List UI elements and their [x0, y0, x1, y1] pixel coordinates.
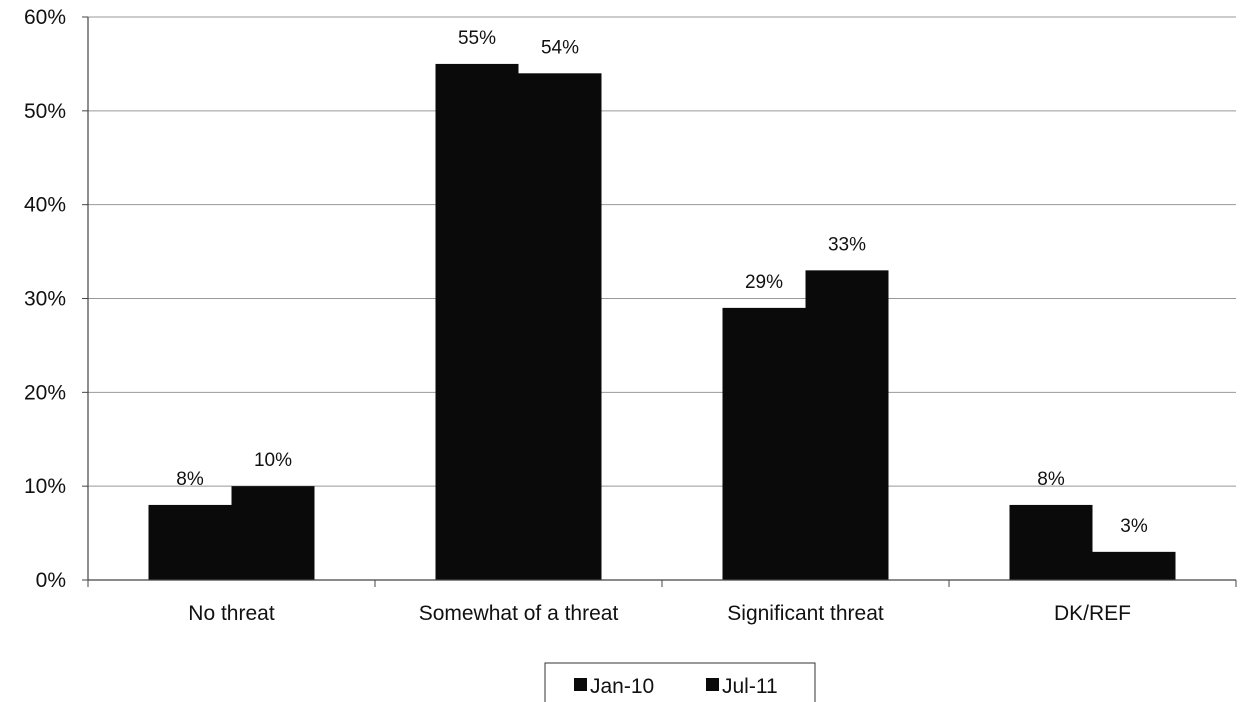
y-tick-label: 60%: [24, 6, 66, 29]
category-label-dk-ref: DK/REF: [1054, 602, 1131, 625]
category-label-no-threat: No threat: [188, 602, 275, 625]
category-label-somewhat-of-a-threat: Somewhat of a threat: [419, 602, 619, 625]
data-labels: 8% 10% 55% 54% 29% 33% 8% 3%: [176, 28, 1148, 537]
data-label-jul-11-dk-ref: 3%: [1120, 516, 1148, 537]
legend: Jan-10 Jul-11: [544, 662, 816, 702]
bar-jan-10-somewhat-of-a-threat: [435, 63, 519, 580]
legend-swatch-jan-10: [574, 678, 587, 691]
bars: [148, 63, 1176, 581]
data-label-jul-11-somewhat-of-a-threat: 54%: [541, 37, 579, 58]
data-label-jan-10-dk-ref: 8%: [1037, 469, 1065, 490]
bar-jul-11-significant-threat: [805, 270, 889, 580]
y-tick-label: 50%: [24, 100, 66, 123]
y-tick-labels: 0% 10% 20% 30% 40% 50% 60%: [24, 6, 66, 592]
bar-jan-10-dk-ref: [1009, 504, 1093, 580]
bar-jan-10-significant-threat: [722, 307, 806, 580]
axes: [87, 17, 1236, 581]
legend-box: [544, 662, 816, 702]
y-tick-label: 30%: [24, 288, 66, 311]
y-tick-label: 40%: [24, 194, 66, 217]
bar-jan-10-no-threat: [148, 504, 232, 580]
data-label-jan-10-significant-threat: 29%: [745, 272, 783, 293]
data-label-jul-11-no-threat: 10%: [254, 450, 292, 471]
y-tick-label: 20%: [24, 381, 66, 404]
category-label-significant-threat: Significant threat: [727, 602, 884, 625]
data-label-jan-10-somewhat-of-a-threat: 55%: [458, 28, 496, 49]
bar-jul-11-somewhat-of-a-threat: [518, 73, 602, 581]
data-label-jan-10-no-threat: 8%: [176, 469, 204, 490]
legend-label-jul-11: Jul-11: [722, 675, 778, 698]
legend-swatch-jul-11: [706, 678, 719, 691]
y-tick-label: 0%: [36, 569, 66, 592]
bar-jul-11-no-threat: [231, 486, 315, 580]
y-tick-label: 10%: [24, 475, 66, 498]
x-category-labels: No threat Somewhat of a threat Significant…: [188, 602, 1131, 625]
bar-jul-11-dk-ref: [1092, 551, 1176, 580]
data-label-jul-11-significant-threat: 33%: [828, 234, 866, 255]
legend-label-jan-10: Jan-10: [590, 675, 654, 698]
